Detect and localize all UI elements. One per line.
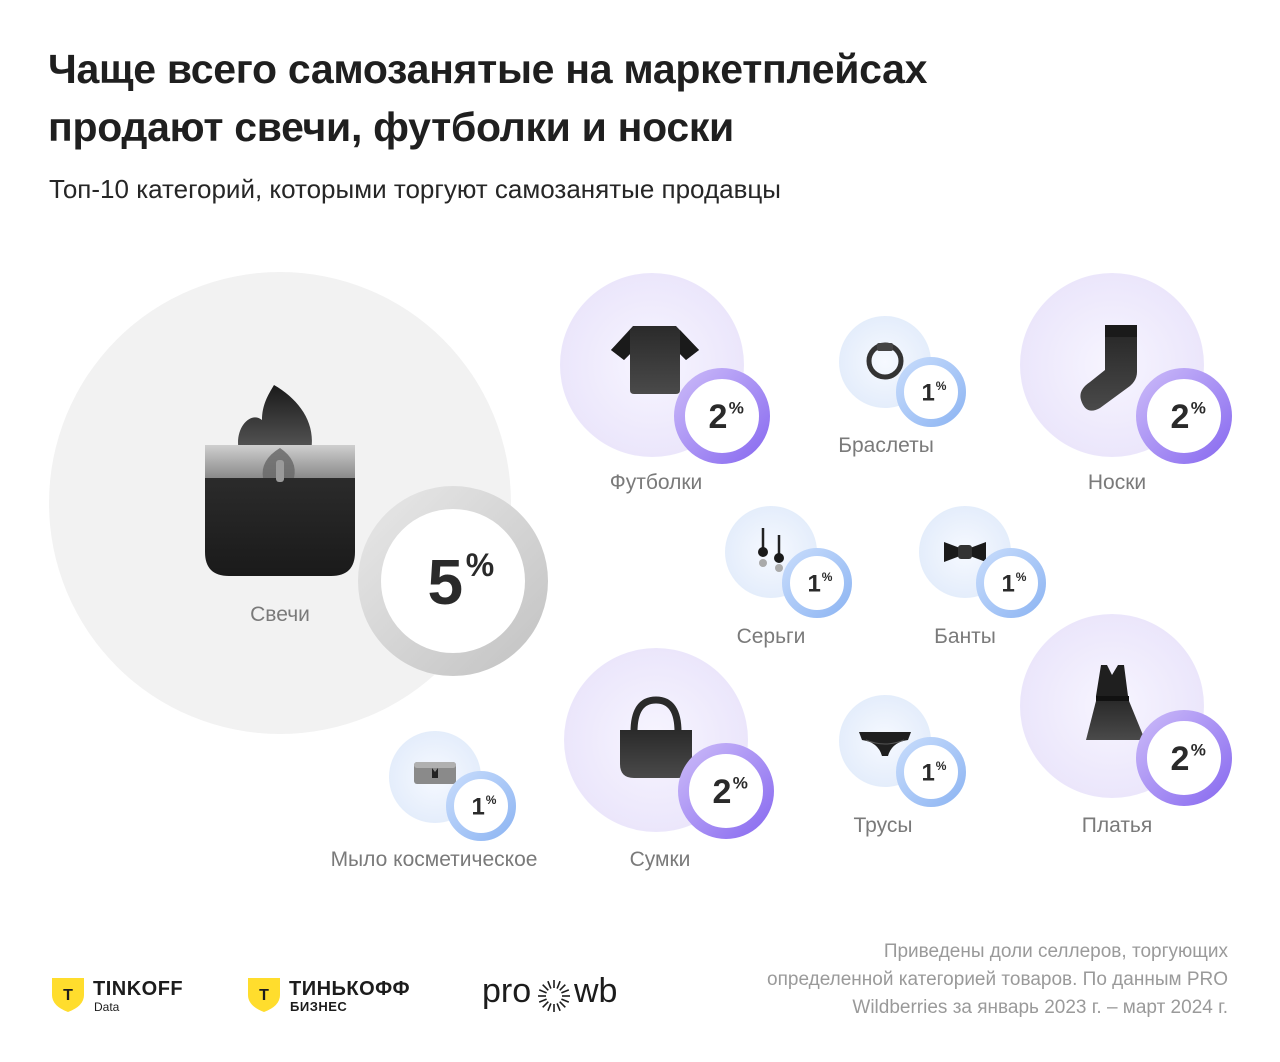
earrings-icon xyxy=(758,528,784,572)
percent-sign: % xyxy=(733,773,748,792)
tinkoff-shield-icon: T xyxy=(52,978,84,1012)
value-badge-item-9: 1% xyxy=(896,737,966,807)
value-label: 2 xyxy=(712,773,731,811)
underwear-icon xyxy=(859,732,911,756)
value-ring xyxy=(1136,368,1232,464)
bow-icon xyxy=(944,542,986,562)
value-label: 1 xyxy=(921,760,934,787)
percent-sign: % xyxy=(486,793,497,807)
value-label: 2 xyxy=(708,398,727,436)
bag-icon xyxy=(620,696,692,778)
category-label-item-9: Трусы xyxy=(854,814,913,837)
tinkoff-data-logo: T TINKOFF Data xyxy=(52,978,222,1014)
value-ring xyxy=(976,548,1046,618)
footnote: Приведены доли селлеров, торгующих опред… xyxy=(767,941,1228,1018)
category-label-item-8: Сумки xyxy=(630,848,691,871)
soap-icon xyxy=(414,762,456,784)
value-ring xyxy=(782,548,852,618)
value-badge-item-5: 1% xyxy=(782,548,852,618)
value-label: 1 xyxy=(921,380,934,407)
value-badge-item-2: 2% xyxy=(674,368,770,464)
sunburst-icon xyxy=(538,980,570,1012)
percent-sign: % xyxy=(822,570,833,584)
page-subtitle: Топ-10 категорий, которыми торгуют самоз… xyxy=(49,174,781,204)
percent-sign: % xyxy=(936,379,947,393)
value-ring xyxy=(896,357,966,427)
value-badge-item-1: 5% xyxy=(358,486,548,676)
value-badge-item-8: 2% xyxy=(678,743,774,839)
value-ring xyxy=(446,771,516,841)
page-title: Чаще всего самозанятые на маркетплейсах … xyxy=(48,40,1148,156)
sock-icon xyxy=(1080,325,1137,411)
value-label: 1 xyxy=(1001,571,1014,598)
value-ring xyxy=(674,368,770,464)
tinkoff-shield-icon: T xyxy=(248,978,280,1012)
prowb-left: pro xyxy=(482,972,532,1010)
title-line-1: Чаще всего самозанятые на маркетплейсах xyxy=(48,46,928,92)
value-badge-item-10: 2% xyxy=(1136,710,1232,806)
value-ring xyxy=(358,486,548,676)
percent-sign: % xyxy=(466,547,494,583)
category-label-item-4: Носки xyxy=(1088,471,1146,494)
shield-letter: T xyxy=(63,987,73,1004)
category-label-item-2: Футболки xyxy=(610,471,703,494)
value-ring xyxy=(678,743,774,839)
shield-letter: T xyxy=(259,987,269,1004)
tinkoff-data-main: TINKOFF xyxy=(93,978,184,1000)
value-badge-item-6: 1% xyxy=(976,548,1046,618)
tinkoff-biz-sub: БИЗНЕС xyxy=(290,999,348,1014)
value-badge-item-7: 1% xyxy=(446,771,516,841)
value-badge-item-4: 2% xyxy=(1136,368,1232,464)
percent-sign: % xyxy=(1191,740,1206,759)
category-label-item-5: Серьги xyxy=(737,625,806,648)
dress-icon xyxy=(1086,665,1145,740)
category-label-item-10: Платья xyxy=(1082,814,1153,837)
value-label: 5 xyxy=(428,546,464,618)
title-line-2: продают свечи, футболки и носки xyxy=(48,104,734,150)
tinkoff-data-sub: Data xyxy=(94,1000,120,1014)
category-label-item-7: Мыло косметическое xyxy=(331,848,538,871)
value-label: 2 xyxy=(1170,398,1189,436)
category-label-item-1: Свечи xyxy=(250,603,310,626)
value-label: 2 xyxy=(1170,740,1189,778)
percent-sign: % xyxy=(936,759,947,773)
value-label: 1 xyxy=(471,794,484,821)
tinkoff-biz-main: ТИНЬКОФФ xyxy=(289,978,411,1000)
prowb-right: wb xyxy=(574,972,618,1010)
tshirt-icon xyxy=(611,326,699,394)
value-badge-item-3: 1% xyxy=(896,357,966,427)
category-label-item-3: Браслеты xyxy=(838,434,934,457)
candle-icon xyxy=(205,385,355,576)
percent-sign: % xyxy=(1016,570,1027,584)
percent-sign: % xyxy=(729,398,744,417)
prowb-logo: pro wb xyxy=(482,972,632,1016)
value-ring xyxy=(1136,710,1232,806)
category-label-item-6: Банты xyxy=(934,625,996,648)
bracelet-icon xyxy=(866,342,904,380)
tinkoff-biz-logo: T ТИНЬКОФФ БИЗНЕС xyxy=(248,978,448,1014)
percent-sign: % xyxy=(1191,398,1206,417)
value-ring xyxy=(896,737,966,807)
value-label: 1 xyxy=(807,571,820,598)
